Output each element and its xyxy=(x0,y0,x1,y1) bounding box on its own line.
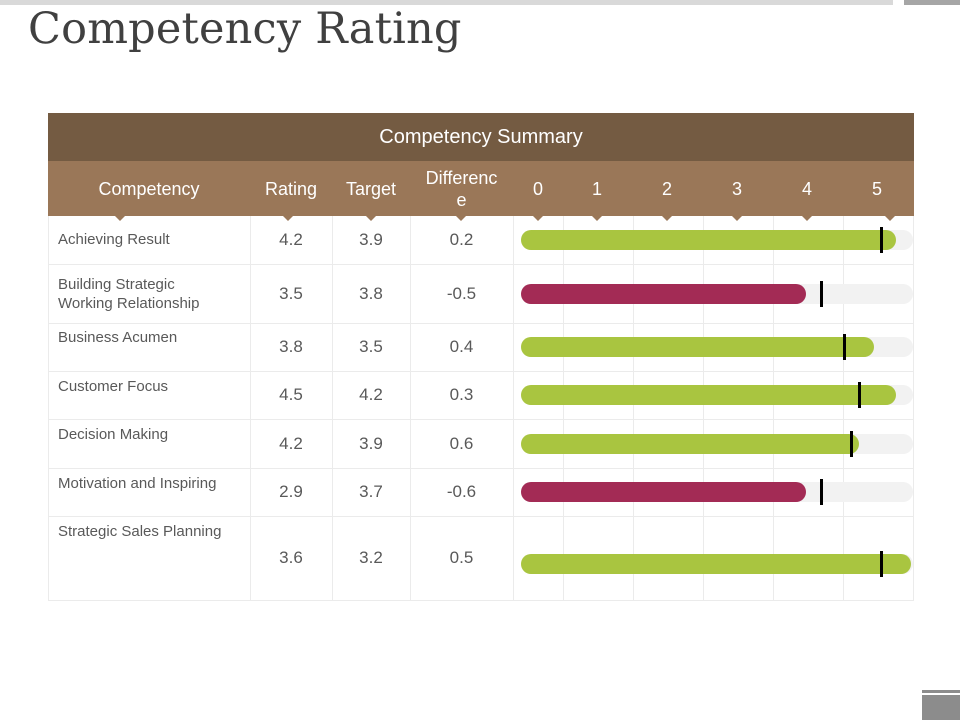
grid-line-vertical xyxy=(633,216,634,600)
difference-value: -0.6 xyxy=(446,482,477,501)
header-notch xyxy=(366,216,376,221)
rating-value: 2.9 xyxy=(279,482,303,501)
target-marker xyxy=(880,227,883,253)
grid-line-horizontal xyxy=(48,516,914,517)
target-marker xyxy=(850,430,853,457)
grid-line-horizontal xyxy=(48,419,914,420)
grid-line-vertical xyxy=(843,216,844,600)
table-row: Customer Focus 4.5 4.2 0.3 xyxy=(48,371,914,419)
grid-line-vertical xyxy=(513,216,514,600)
target-marker xyxy=(880,551,883,577)
scale-tick-label: 3 xyxy=(731,178,742,199)
competency-name: Building Strategic Working Relationship xyxy=(58,276,200,312)
corner-decoration xyxy=(922,690,960,720)
grid-line-vertical xyxy=(332,216,333,600)
column-header-competency: Competency xyxy=(98,178,200,199)
target-value: 3.8 xyxy=(359,283,383,303)
header-notch xyxy=(456,216,466,221)
rating-value: 3.5 xyxy=(279,283,303,303)
rating-value: 4.5 xyxy=(279,385,303,404)
scale-tick-label: 2 xyxy=(661,178,672,199)
grid-line-vertical xyxy=(563,216,564,600)
table-row: Building Strategic Working Relationship 3… xyxy=(48,264,914,323)
table-row: Business Acumen 3.8 3.5 0.4 xyxy=(48,323,914,371)
target-value: 3.2 xyxy=(359,548,383,567)
rating-value: 3.6 xyxy=(279,548,303,567)
target-marker xyxy=(842,334,846,360)
scale-tick-label: 5 xyxy=(871,178,882,199)
target-value: 4.2 xyxy=(359,385,383,404)
scale-notch xyxy=(533,216,543,221)
difference-value: -0.5 xyxy=(446,283,477,303)
rating-bar xyxy=(521,230,896,250)
competency-name: Achieving Result xyxy=(58,231,170,248)
competency-name: Decision Making xyxy=(58,426,169,443)
grid-line-horizontal xyxy=(48,468,914,469)
grid-line-vertical xyxy=(913,216,914,600)
summary-title: Competency Summary xyxy=(379,125,583,148)
scale-notch xyxy=(885,216,895,221)
grid-line-horizontal xyxy=(48,600,914,601)
target-value: 3.7 xyxy=(359,482,383,501)
competency-name: Motivation and Inspiring xyxy=(58,475,217,492)
summary-header: Competency Summary xyxy=(48,113,914,161)
scale-notch xyxy=(662,216,672,221)
grid-line-horizontal xyxy=(48,264,914,265)
column-header-difference: Differenc e xyxy=(425,167,498,210)
grid-line-horizontal xyxy=(48,323,914,324)
rating-bar xyxy=(521,433,859,454)
rating-bar xyxy=(521,554,911,574)
scale-notch xyxy=(592,216,602,221)
grid-line-vertical xyxy=(48,216,49,600)
scale-tick-label: 0 xyxy=(532,178,543,199)
grid-line-vertical xyxy=(410,216,411,600)
scale-tick-label: 4 xyxy=(801,178,812,199)
table-row: Decision Making 4.2 3.9 0.6 xyxy=(48,419,914,468)
grid-line-vertical xyxy=(703,216,704,600)
competency-name: Business Acumen xyxy=(58,329,178,346)
top-accent-line-short xyxy=(904,0,960,5)
rating-bar xyxy=(521,385,896,405)
rating-bar xyxy=(521,482,806,502)
grid-line-vertical xyxy=(250,216,251,600)
column-header-rating: Rating xyxy=(264,178,318,199)
target-marker xyxy=(857,382,861,408)
target-marker xyxy=(820,479,823,505)
grid-line-vertical xyxy=(773,216,774,600)
rating-bar xyxy=(521,283,806,304)
scale-notch xyxy=(732,216,742,221)
column-header-bar: Competency Rating Target Differenc e 0 1 2… xyxy=(48,161,914,221)
top-accent-line xyxy=(0,0,893,5)
page-title: Competency Rating xyxy=(28,4,462,54)
difference-value: 0.2 xyxy=(449,230,474,249)
column-header-target: Target xyxy=(345,178,397,199)
rating-bar xyxy=(521,337,874,357)
scale-notch xyxy=(802,216,812,221)
difference-value: 0.4 xyxy=(449,337,474,356)
difference-value: 0.5 xyxy=(449,548,474,567)
table-row: Strategic Sales Planning 3.6 3.2 0.5 xyxy=(48,516,914,600)
competency-name: Customer Focus xyxy=(58,378,169,395)
rating-value: 4.2 xyxy=(279,230,303,249)
difference-value: 0.3 xyxy=(449,385,474,404)
competency-name: Strategic Sales Planning xyxy=(58,523,222,540)
target-value: 3.5 xyxy=(359,337,383,356)
header-notch xyxy=(283,216,293,221)
scale-tick-label: 1 xyxy=(591,178,602,199)
target-value: 3.9 xyxy=(359,230,383,249)
difference-value: 0.6 xyxy=(449,433,474,453)
rating-value: 3.8 xyxy=(279,337,303,356)
target-value: 3.9 xyxy=(359,433,383,453)
table-row: Achieving Result 4.2 3.9 0.2 xyxy=(48,216,914,264)
rating-value: 4.2 xyxy=(279,433,303,453)
table-row: Motivation and Inspiring 2.9 3.7 -0.6 xyxy=(48,468,914,516)
target-marker xyxy=(820,280,823,307)
header-notch xyxy=(115,216,125,221)
grid-line-horizontal xyxy=(48,371,914,372)
